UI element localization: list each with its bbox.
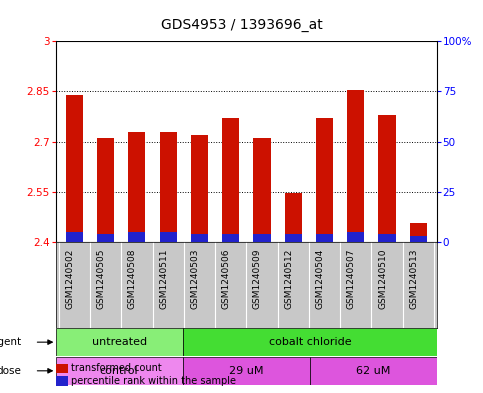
Text: 29 uM: 29 uM <box>229 366 264 376</box>
Bar <box>128 132 145 242</box>
Text: control: control <box>100 366 139 376</box>
Text: agent: agent <box>0 337 21 347</box>
Text: untreated: untreated <box>92 337 147 347</box>
Bar <box>159 132 177 242</box>
Text: cobalt chloride: cobalt chloride <box>269 337 351 347</box>
Bar <box>128 232 145 242</box>
Bar <box>347 232 364 242</box>
Bar <box>183 329 437 356</box>
Bar <box>410 224 427 242</box>
Bar <box>97 138 114 242</box>
Text: GSM1240506: GSM1240506 <box>222 249 231 309</box>
Bar <box>284 234 302 242</box>
Bar <box>222 234 239 242</box>
Bar <box>56 357 183 385</box>
Bar <box>183 357 310 385</box>
Bar <box>254 234 270 242</box>
Bar <box>310 357 437 385</box>
Text: GSM1240503: GSM1240503 <box>190 249 199 309</box>
Text: GSM1240504: GSM1240504 <box>315 249 325 309</box>
Bar <box>379 115 396 242</box>
Bar <box>191 135 208 242</box>
Text: GSM1240513: GSM1240513 <box>410 249 418 309</box>
Text: GSM1240510: GSM1240510 <box>378 249 387 309</box>
Bar <box>316 118 333 242</box>
Text: GSM1240509: GSM1240509 <box>253 249 262 309</box>
Bar <box>254 138 270 242</box>
Text: GSM1240507: GSM1240507 <box>347 249 356 309</box>
Text: transformed count: transformed count <box>71 363 162 373</box>
Text: GDS4953 / 1393696_at: GDS4953 / 1393696_at <box>161 18 322 32</box>
Text: GSM1240502: GSM1240502 <box>65 249 74 309</box>
Text: GSM1240505: GSM1240505 <box>97 249 106 309</box>
Bar <box>284 193 302 242</box>
Text: GSM1240512: GSM1240512 <box>284 249 293 309</box>
Bar <box>222 118 239 242</box>
Bar <box>159 232 177 242</box>
Text: 62 uM: 62 uM <box>356 366 391 376</box>
Bar <box>56 329 183 356</box>
Bar <box>410 236 427 242</box>
Text: percentile rank within the sample: percentile rank within the sample <box>71 376 236 386</box>
Bar <box>316 234 333 242</box>
Bar <box>97 234 114 242</box>
Bar <box>191 234 208 242</box>
Bar <box>379 234 396 242</box>
Text: dose: dose <box>0 366 21 376</box>
Bar <box>347 90 364 242</box>
Text: GSM1240511: GSM1240511 <box>159 249 168 309</box>
Bar <box>66 232 83 242</box>
Text: GSM1240508: GSM1240508 <box>128 249 137 309</box>
Bar <box>66 95 83 242</box>
